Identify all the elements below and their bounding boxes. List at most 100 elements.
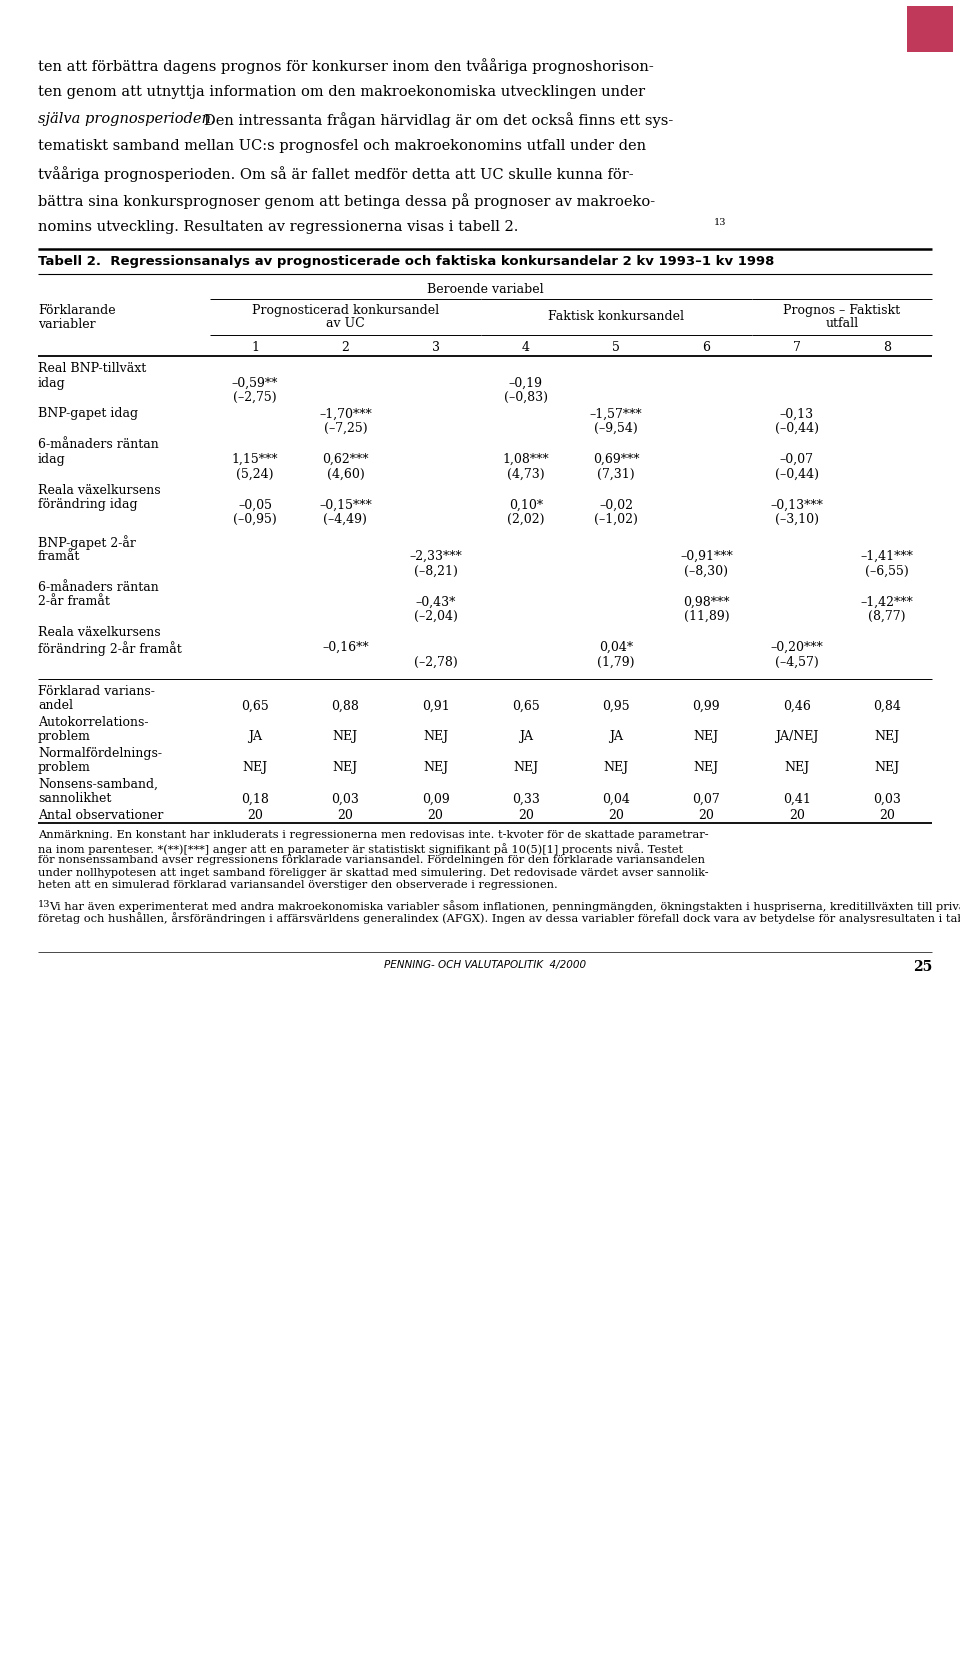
Text: Förklarad varians-: Förklarad varians-: [38, 685, 155, 697]
Text: 0,65: 0,65: [512, 698, 540, 712]
Text: NEJ: NEJ: [243, 761, 268, 775]
Text: (–9,54): (–9,54): [594, 422, 638, 435]
Text: (11,89): (11,89): [684, 609, 730, 622]
Text: 3: 3: [432, 341, 440, 354]
Text: –0,91***: –0,91***: [680, 549, 732, 563]
Text: heten att en simulerad förklarad variansandel överstiger den observerade i regre: heten att en simulerad förklarad varians…: [38, 880, 558, 890]
Text: själva prognosperioden.: själva prognosperioden.: [38, 113, 215, 126]
Text: NEJ: NEJ: [875, 730, 900, 743]
Text: (4,73): (4,73): [507, 467, 544, 480]
Text: 0,46: 0,46: [782, 698, 810, 712]
Text: Vi har även experimenterat med andra makroekonomiska variabler såsom inflationen: Vi har även experimenterat med andra mak…: [49, 899, 960, 912]
Text: ten genom att utnyttja information om den makroekonomiska utvecklingen under: ten genom att utnyttja information om de…: [38, 84, 645, 99]
Text: nomins utveckling. Resultaten av regressionerna visas i tabell 2.: nomins utveckling. Resultaten av regress…: [38, 220, 518, 233]
Text: Reala växelkursens: Reala växelkursens: [38, 483, 160, 496]
Text: –1,57***: –1,57***: [589, 407, 642, 420]
Text: (–0,83): (–0,83): [504, 391, 548, 404]
Text: BNP-gapet 2-år: BNP-gapet 2-år: [38, 535, 136, 549]
Text: Faktisk konkursandel: Faktisk konkursandel: [548, 309, 684, 323]
Text: Prognosticerad konkursandel: Prognosticerad konkursandel: [252, 305, 439, 316]
Text: (–2,78): (–2,78): [414, 655, 458, 669]
Text: 0,95: 0,95: [602, 698, 630, 712]
Text: NEJ: NEJ: [333, 730, 358, 743]
Text: 1: 1: [252, 341, 259, 354]
Text: 20: 20: [247, 809, 263, 821]
Text: tematiskt samband mellan UC:s prognosfel och makroekonomins utfall under den: tematiskt samband mellan UC:s prognosfel…: [38, 139, 646, 152]
Text: PENNING- OCH VALUTAPOLITIK  4/2000: PENNING- OCH VALUTAPOLITIK 4/2000: [384, 960, 586, 970]
Text: NEJ: NEJ: [784, 761, 809, 775]
Text: 7: 7: [793, 341, 801, 354]
Text: 13: 13: [38, 899, 51, 909]
Text: förändring 2-år framåt: förändring 2-år framåt: [38, 640, 181, 655]
Text: 0,33: 0,33: [512, 793, 540, 804]
Text: Beroende variabel: Beroende variabel: [426, 283, 543, 296]
Text: 0,04: 0,04: [602, 793, 630, 804]
Text: 20: 20: [609, 809, 624, 821]
Text: JA: JA: [248, 730, 262, 743]
Text: problem: problem: [38, 761, 91, 775]
Text: –0,16**: –0,16**: [322, 640, 369, 654]
Text: NEJ: NEJ: [694, 730, 719, 743]
Text: 0,91: 0,91: [421, 698, 449, 712]
Text: andel: andel: [38, 698, 73, 712]
Text: (4,60): (4,60): [326, 467, 364, 480]
Text: 0,04*: 0,04*: [599, 640, 634, 654]
Text: 0,99: 0,99: [692, 698, 720, 712]
Text: 20: 20: [518, 809, 534, 821]
Text: 13: 13: [714, 218, 727, 227]
Text: –1,42***: –1,42***: [860, 596, 913, 607]
Text: (7,31): (7,31): [597, 467, 635, 480]
Text: 6: 6: [703, 341, 710, 354]
Text: NEJ: NEJ: [423, 730, 448, 743]
Text: Antal observationer: Antal observationer: [38, 809, 163, 821]
Text: –0,13***: –0,13***: [770, 498, 823, 511]
Text: av UC: av UC: [326, 316, 365, 329]
Text: 4: 4: [522, 341, 530, 354]
Text: Den intressanta frågan härvidlag är om det också finns ett sys-: Den intressanta frågan härvidlag är om d…: [204, 113, 673, 127]
Text: 0,03: 0,03: [873, 793, 900, 804]
Text: 5: 5: [612, 341, 620, 354]
Text: –0,07: –0,07: [780, 453, 814, 465]
Text: –0,13: –0,13: [780, 407, 814, 420]
Text: (8,77): (8,77): [868, 609, 905, 622]
Text: 2: 2: [342, 341, 349, 354]
Text: (–6,55): (–6,55): [865, 564, 909, 578]
Text: NEJ: NEJ: [333, 761, 358, 775]
Text: na inom parenteser. *(**)[***] anger att en parameter är statistiskt signifikant: na inom parenteser. *(**)[***] anger att…: [38, 842, 684, 854]
Text: –0,59**: –0,59**: [232, 376, 278, 389]
Text: JA: JA: [518, 730, 533, 743]
Text: –0,20***: –0,20***: [770, 640, 823, 654]
Text: utfall: utfall: [826, 316, 858, 329]
Text: (–7,25): (–7,25): [324, 422, 367, 435]
Text: ten att förbättra dagens prognos för konkurser inom den tvååriga prognoshorison-: ten att förbättra dagens prognos för kon…: [38, 58, 654, 74]
Text: (–4,49): (–4,49): [324, 513, 368, 526]
Text: (–0,95): (–0,95): [233, 513, 277, 526]
Text: 0,41: 0,41: [782, 793, 810, 804]
Text: Anmärkning. En konstant har inkluderats i regressionerna men redovisas inte. t-k: Anmärkning. En konstant har inkluderats …: [38, 831, 708, 841]
Text: 0,88: 0,88: [331, 698, 359, 712]
Text: Normalfördelnings-: Normalfördelnings-: [38, 746, 162, 760]
Text: bättra sina konkursprognoser genom att betinga dessa på prognoser av makroeko-: bättra sina konkursprognoser genom att b…: [38, 194, 655, 209]
Text: –1,70***: –1,70***: [319, 407, 372, 420]
Text: 20: 20: [428, 809, 444, 821]
Text: 6-månaders räntan: 6-månaders räntan: [38, 439, 158, 452]
Text: NEJ: NEJ: [875, 761, 900, 775]
Text: Nonsens-samband,: Nonsens-samband,: [38, 778, 158, 791]
Text: NEJ: NEJ: [694, 761, 719, 775]
Text: Prognos – Faktiskt: Prognos – Faktiskt: [783, 305, 900, 316]
Text: framåt: framåt: [38, 549, 81, 563]
Text: (2,02): (2,02): [507, 513, 544, 526]
Text: 0,10*: 0,10*: [509, 498, 543, 511]
Text: –0,15***: –0,15***: [319, 498, 372, 511]
Text: NEJ: NEJ: [423, 761, 448, 775]
Text: 8: 8: [883, 341, 891, 354]
Text: 0,09: 0,09: [421, 793, 449, 804]
Text: 0,98***: 0,98***: [684, 596, 730, 607]
Text: 1,15***: 1,15***: [232, 453, 278, 465]
Text: 0,62***: 0,62***: [323, 453, 369, 465]
Text: (–8,21): (–8,21): [414, 564, 458, 578]
Text: (–2,04): (–2,04): [414, 609, 458, 622]
Text: 20: 20: [789, 809, 804, 821]
Text: JA/NEJ: JA/NEJ: [775, 730, 818, 743]
Bar: [907, 7, 953, 53]
